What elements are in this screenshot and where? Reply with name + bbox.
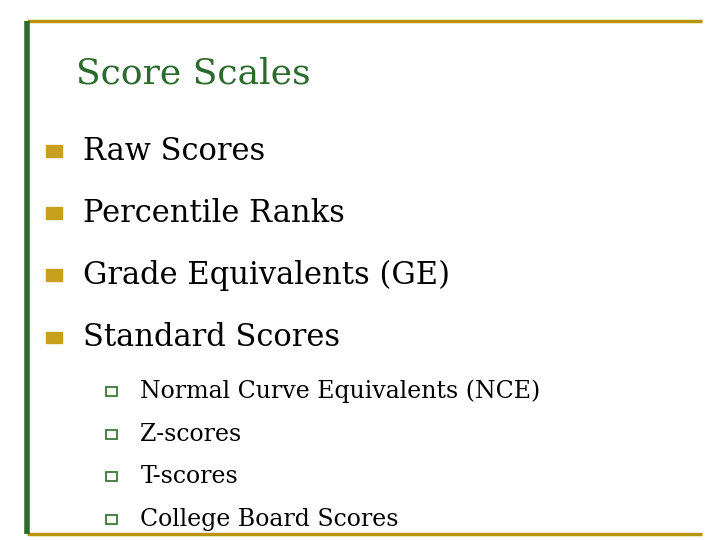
Text: Score Scales: Score Scales: [76, 57, 310, 91]
FancyBboxPatch shape: [106, 387, 117, 396]
FancyBboxPatch shape: [46, 207, 62, 219]
Text: Z-scores: Z-scores: [140, 423, 242, 446]
Text: Normal Curve Equivalents (NCE): Normal Curve Equivalents (NCE): [140, 380, 541, 403]
Text: T-scores: T-scores: [140, 465, 238, 488]
FancyBboxPatch shape: [46, 269, 62, 281]
FancyBboxPatch shape: [106, 472, 117, 481]
FancyBboxPatch shape: [106, 430, 117, 439]
Text: Raw Scores: Raw Scores: [83, 136, 265, 167]
Text: Grade Equivalents (GE): Grade Equivalents (GE): [83, 260, 450, 291]
FancyBboxPatch shape: [46, 332, 62, 343]
FancyBboxPatch shape: [106, 515, 117, 524]
Text: College Board Scores: College Board Scores: [140, 508, 399, 531]
Text: Standard Scores: Standard Scores: [83, 322, 340, 353]
Text: Percentile Ranks: Percentile Ranks: [83, 198, 345, 229]
FancyBboxPatch shape: [46, 145, 62, 157]
